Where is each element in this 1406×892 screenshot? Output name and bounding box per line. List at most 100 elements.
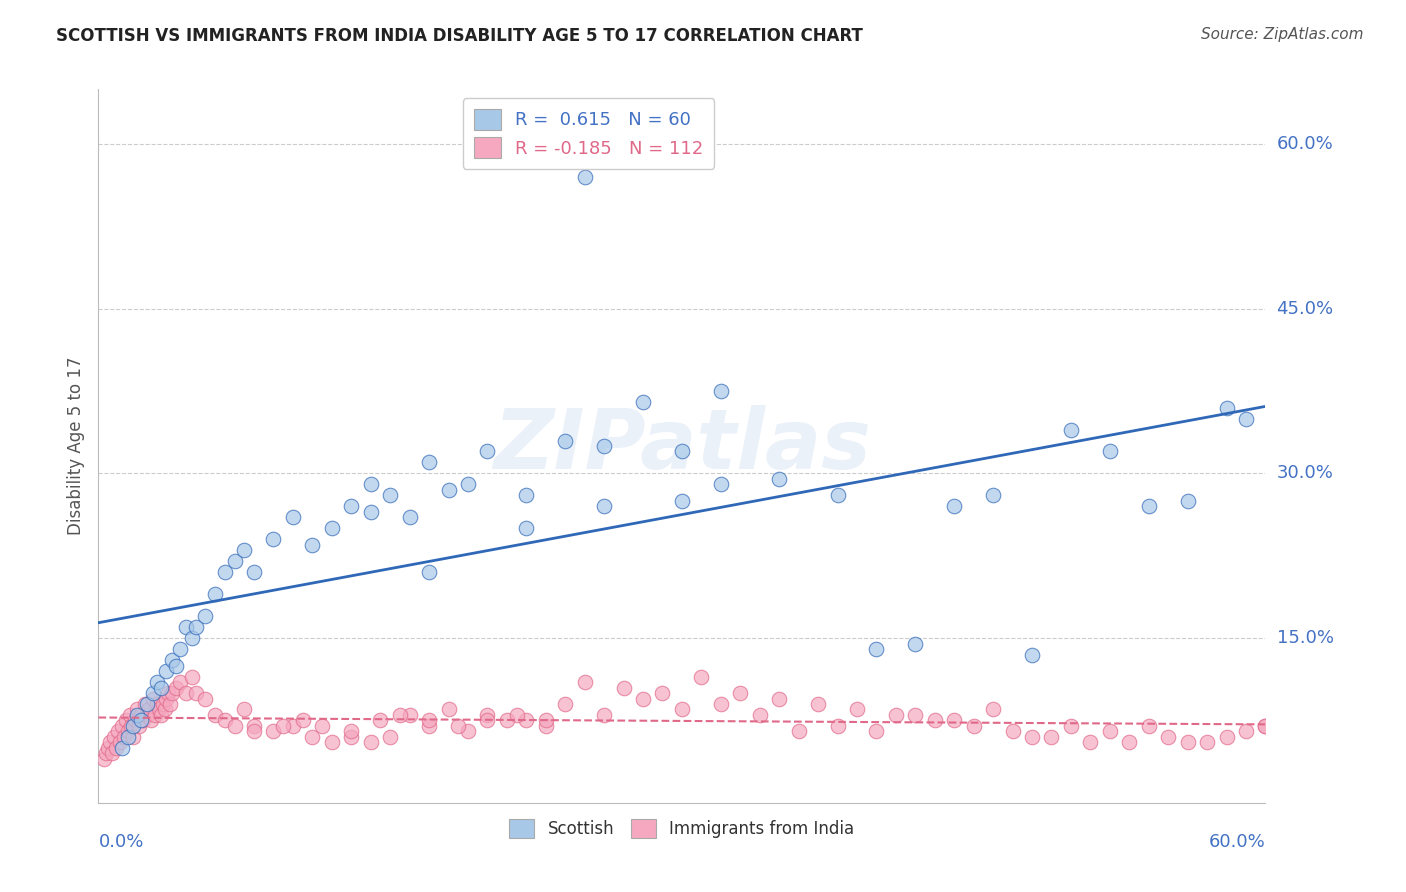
- Point: [93, 752, 115, 766]
- Point: [165, 658, 187, 673]
- Point: [169, 642, 191, 657]
- Point: [943, 714, 966, 728]
- Point: [129, 714, 152, 728]
- Point: [243, 724, 266, 739]
- Point: [184, 620, 207, 634]
- Point: [194, 691, 217, 706]
- Point: [1137, 719, 1160, 733]
- Point: [477, 444, 499, 458]
- Text: 30.0%: 30.0%: [1277, 465, 1333, 483]
- Point: [146, 697, 169, 711]
- Point: [180, 631, 202, 645]
- Point: [127, 708, 149, 723]
- Point: [1021, 730, 1043, 744]
- Point: [457, 724, 479, 739]
- Point: [651, 686, 673, 700]
- Point: [155, 664, 177, 678]
- Point: [865, 724, 887, 739]
- Point: [593, 439, 616, 453]
- Point: [224, 719, 246, 733]
- Point: [262, 724, 284, 739]
- Text: 60.0%: 60.0%: [1209, 833, 1265, 851]
- Point: [447, 719, 470, 733]
- Point: [111, 740, 134, 755]
- Point: [1060, 719, 1083, 733]
- Point: [162, 653, 184, 667]
- Point: [631, 395, 654, 409]
- Text: 60.0%: 60.0%: [1277, 135, 1333, 153]
- Point: [136, 708, 159, 723]
- Point: [291, 714, 314, 728]
- Point: [233, 702, 256, 716]
- Point: [398, 510, 420, 524]
- Point: [865, 642, 887, 657]
- Point: [671, 444, 693, 458]
- Point: [505, 708, 527, 723]
- Point: [155, 691, 177, 706]
- Y-axis label: Disability Age 5 to 17: Disability Age 5 to 17: [66, 357, 84, 535]
- Point: [768, 472, 790, 486]
- Point: [515, 521, 537, 535]
- Text: 0.0%: 0.0%: [98, 833, 143, 851]
- Point: [884, 708, 907, 723]
- Point: [515, 488, 537, 502]
- Point: [437, 702, 460, 716]
- Point: [96, 747, 118, 761]
- Point: [214, 566, 236, 580]
- Point: [457, 477, 479, 491]
- Point: [194, 609, 217, 624]
- Point: [139, 714, 162, 728]
- Point: [710, 477, 733, 491]
- Point: [924, 714, 946, 728]
- Point: [1040, 730, 1063, 744]
- Point: [271, 719, 294, 733]
- Point: [165, 681, 187, 695]
- Point: [152, 697, 174, 711]
- Point: [690, 669, 713, 683]
- Point: [132, 714, 155, 728]
- Point: [477, 714, 499, 728]
- Text: SCOTTISH VS IMMIGRANTS FROM INDIA DISABILITY AGE 5 TO 17 CORRELATION CHART: SCOTTISH VS IMMIGRANTS FROM INDIA DISABI…: [56, 27, 863, 45]
- Point: [981, 702, 1004, 716]
- Point: [157, 686, 180, 700]
- Point: [370, 714, 392, 728]
- Point: [340, 500, 363, 514]
- Point: [97, 740, 120, 755]
- Point: [148, 702, 170, 716]
- Point: [496, 714, 519, 728]
- Text: Source: ZipAtlas.com: Source: ZipAtlas.com: [1201, 27, 1364, 42]
- Point: [142, 686, 165, 700]
- Point: [243, 566, 266, 580]
- Point: [360, 505, 382, 519]
- Point: [107, 724, 129, 739]
- Point: [515, 714, 537, 728]
- Point: [534, 719, 557, 733]
- Point: [1195, 735, 1218, 749]
- Point: [153, 702, 176, 716]
- Point: [807, 697, 830, 711]
- Point: [1215, 401, 1237, 415]
- Point: [301, 538, 323, 552]
- Point: [281, 510, 304, 524]
- Point: [204, 708, 226, 723]
- Point: [214, 714, 236, 728]
- Point: [122, 730, 145, 744]
- Point: [243, 719, 266, 733]
- Point: [1254, 719, 1277, 733]
- Point: [593, 708, 616, 723]
- Point: [748, 708, 770, 723]
- Point: [149, 708, 172, 723]
- Point: [114, 714, 136, 728]
- Point: [1118, 735, 1140, 749]
- Point: [904, 637, 927, 651]
- Point: [1177, 735, 1199, 749]
- Point: [129, 708, 152, 723]
- Point: [262, 533, 284, 547]
- Point: [1254, 719, 1277, 733]
- Point: [111, 719, 134, 733]
- Point: [162, 686, 184, 700]
- Point: [418, 719, 440, 733]
- Point: [138, 702, 160, 716]
- Point: [1098, 724, 1121, 739]
- Point: [388, 708, 411, 723]
